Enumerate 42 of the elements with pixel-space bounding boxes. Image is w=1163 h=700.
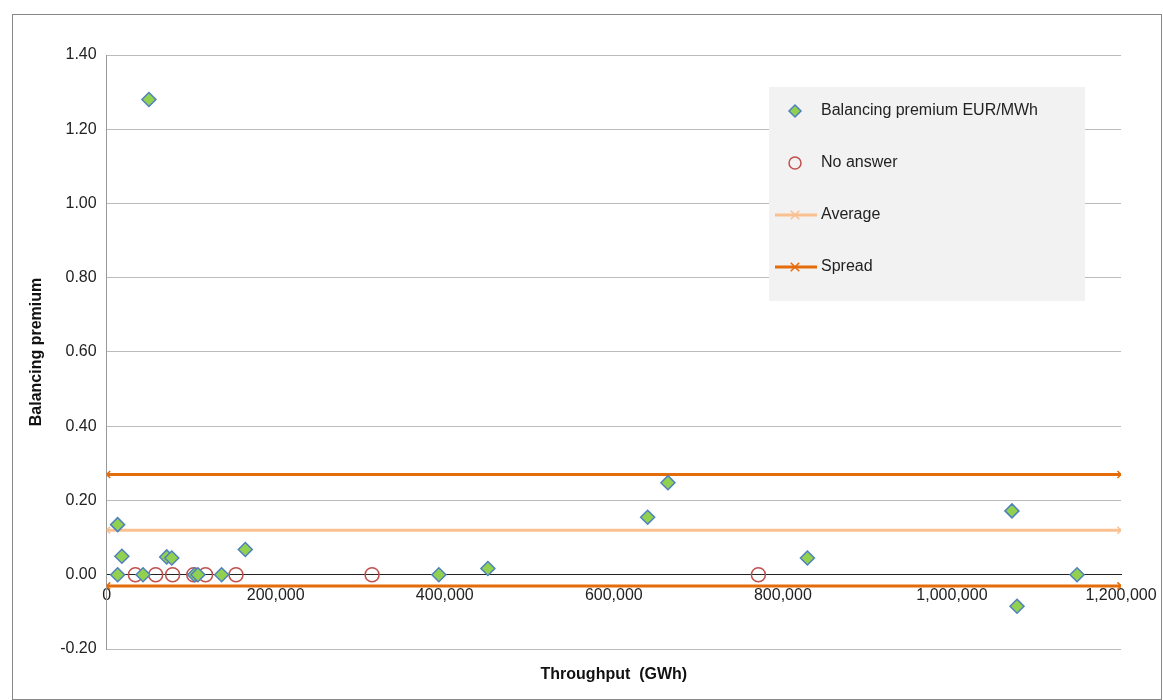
point: [431, 567, 447, 583]
y-tick-label: -0.20: [60, 639, 97, 657]
point: [750, 567, 767, 583]
x-tick-label: 600,000: [584, 585, 643, 603]
y-tick-label: 1.20: [65, 119, 97, 137]
point: [1069, 567, 1085, 583]
point: [213, 567, 230, 583]
x-tick-label: 800,000: [753, 585, 812, 603]
point: [799, 550, 816, 566]
x-tick-label: 200,000: [246, 585, 305, 603]
point: [135, 567, 151, 583]
legend-label: Balancing premium EUR/MWh: [821, 101, 1038, 119]
y-tick-label: 0.20: [65, 490, 97, 508]
point: [237, 541, 254, 558]
legend-label: No answer: [821, 153, 899, 171]
x-tick-label: 1,000,000: [916, 585, 988, 603]
y-tick-label: 0.80: [65, 268, 97, 286]
point: [164, 550, 180, 566]
point: [364, 567, 380, 583]
y-tick-label: 0.60: [65, 342, 97, 360]
legend-label: Spread: [821, 257, 873, 275]
y-tick-label: 1.40: [65, 45, 97, 63]
point: [164, 567, 181, 583]
point: [190, 567, 206, 583]
point: [109, 567, 126, 583]
point: [141, 91, 157, 108]
y-tick-label: 0.40: [65, 416, 97, 434]
point: [1009, 598, 1025, 615]
point: [109, 516, 126, 533]
point: [639, 509, 656, 525]
point: [660, 474, 676, 491]
point: [114, 548, 130, 564]
y-tick-label: 0.00: [65, 565, 97, 583]
point: [1004, 503, 1020, 519]
legend-label: Average: [821, 205, 881, 223]
point: [480, 560, 496, 577]
y-tick-label: 1.00: [65, 193, 97, 211]
point: [147, 567, 164, 583]
point: [228, 567, 244, 583]
x-axis-title: Throughput (GWh): [540, 665, 688, 682]
y-axis-title: Balancing premium: [27, 277, 45, 427]
x-tick-label: 400,000: [415, 585, 474, 603]
